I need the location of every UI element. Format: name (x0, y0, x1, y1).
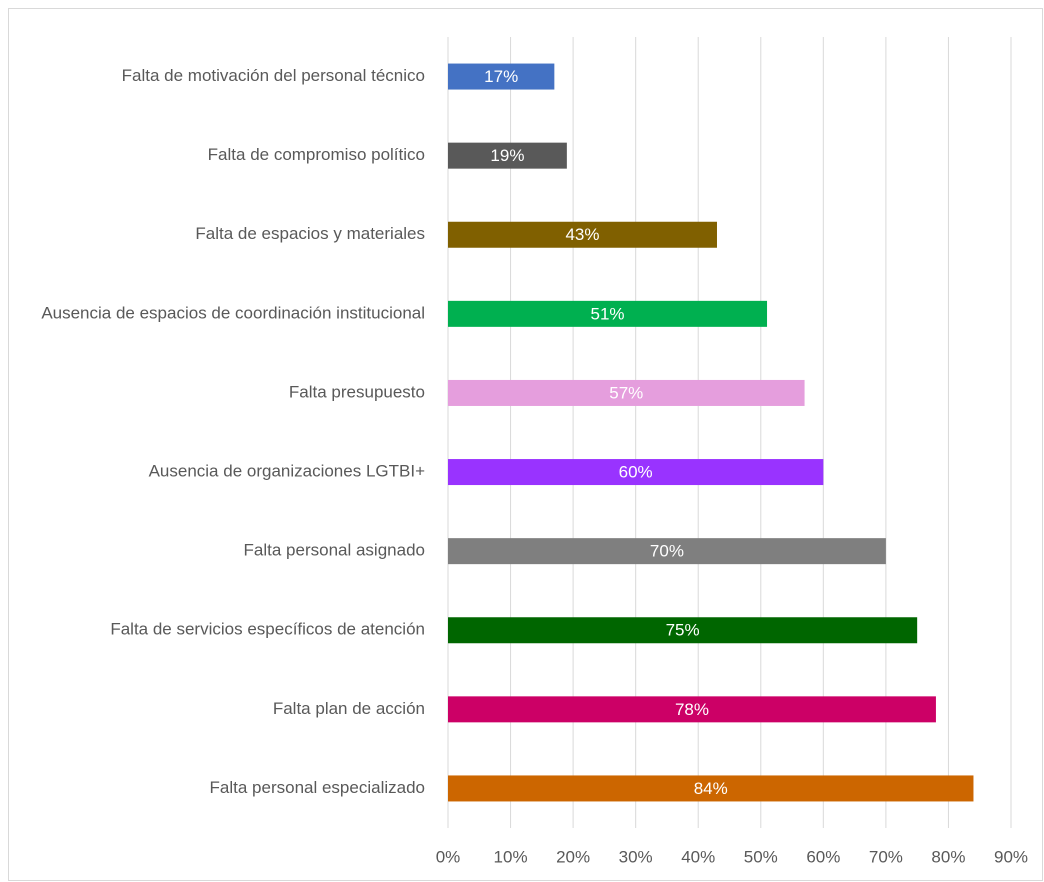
bar (448, 379, 805, 406)
bar (448, 538, 886, 565)
chart-border (8, 8, 1043, 881)
bar (448, 142, 567, 169)
x-tick-label: 70% (869, 847, 903, 866)
x-tick-label: 10% (494, 847, 528, 866)
bar (448, 221, 717, 248)
bar (448, 696, 936, 723)
y-tick-label: Falta plan de acción (273, 699, 425, 718)
x-tick-label: 50% (744, 847, 778, 866)
data-label: 84% (694, 779, 728, 798)
y-tick-label: Falta presupuesto (289, 382, 425, 401)
data-label: 57% (609, 383, 643, 402)
bar (448, 617, 918, 644)
y-tick-label: Falta personal asignado (244, 541, 425, 560)
y-tick-label: Ausencia de organizaciones LGTBI+ (149, 462, 425, 481)
y-tick-label: Falta de motivación del personal técnico (122, 66, 425, 85)
data-label: 75% (666, 621, 700, 640)
data-label: 60% (619, 463, 653, 482)
data-label: 19% (490, 146, 524, 165)
y-tick-label: Falta de servicios específicos de atenci… (110, 620, 425, 639)
x-tick-label: 40% (681, 847, 715, 866)
data-label: 17% (484, 67, 518, 86)
bar (448, 459, 824, 486)
x-tick-label: 60% (806, 847, 840, 866)
x-tick-label: 30% (619, 847, 653, 866)
y-tick-label: Falta de compromiso político (208, 145, 425, 164)
data-label: 78% (675, 700, 709, 719)
data-label: 43% (565, 225, 599, 244)
x-tick-label: 0% (436, 847, 461, 866)
y-tick-label: Falta de espacios y materiales (195, 224, 425, 243)
bar (448, 63, 555, 90)
x-tick-label: 90% (994, 847, 1028, 866)
data-label: 51% (591, 304, 625, 323)
data-label: 70% (650, 542, 684, 561)
x-tick-label: 20% (556, 847, 590, 866)
y-tick-label: Falta personal especializado (210, 778, 425, 797)
y-tick-label: Ausencia de espacios de coordinación ins… (41, 303, 425, 322)
bar (448, 300, 768, 327)
x-tick-label: 80% (931, 847, 965, 866)
bar (448, 775, 974, 802)
